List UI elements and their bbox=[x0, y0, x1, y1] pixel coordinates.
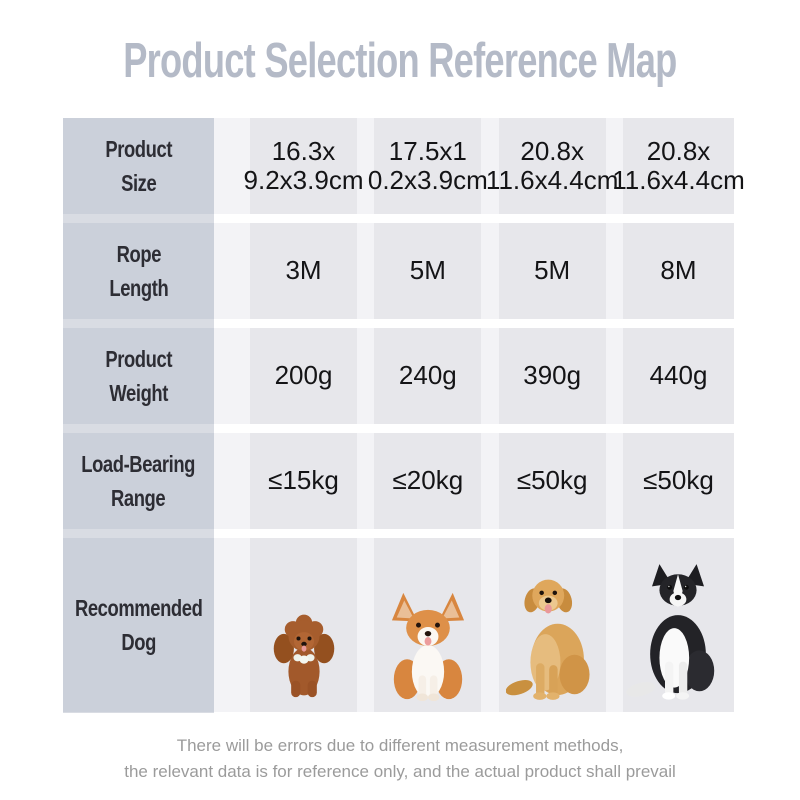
product-weight-value-3: 390g bbox=[498, 328, 606, 424]
dog-cell-4 bbox=[622, 538, 734, 712]
row-header-load-bearing: Load-Bearing Range bbox=[63, 433, 214, 529]
row-header-label: Load-Bearing Range bbox=[81, 450, 196, 512]
page-title: Product Selection Reference Map bbox=[0, 33, 800, 89]
corgi-icon bbox=[391, 592, 464, 702]
table-row-load-bearing: Load-Bearing Range ≤15kg ≤20kg ≤50kg ≤50… bbox=[63, 433, 734, 529]
row-values: ≤15kg ≤20kg ≤50kg ≤50kg bbox=[214, 433, 734, 529]
table-row-product-weight: Product Weight 200g 240g 390g 440g bbox=[63, 328, 734, 424]
row-values: 200g 240g 390g 440g bbox=[214, 328, 734, 424]
load-bearing-value-2: ≤20kg bbox=[374, 433, 482, 529]
product-spec-table: Product Size 16.3x 9.2x3.9cm 17.5x1 0.2x… bbox=[63, 118, 745, 713]
row-header-label: Product Weight bbox=[105, 345, 172, 407]
rope-length-value-1: 3M bbox=[250, 223, 357, 319]
page-title-text: Product Selection Reference Map bbox=[123, 34, 677, 88]
product-size-value-3: 20.8x 11.6x4.4cm bbox=[486, 118, 618, 214]
golden-retriever-icon bbox=[506, 579, 590, 700]
row-header-product-weight: Product Weight bbox=[63, 328, 214, 424]
row-header-label: Product Size bbox=[105, 135, 172, 197]
rope-length-value-4: 8M bbox=[622, 223, 734, 319]
row-header-label: Rope Length bbox=[109, 240, 168, 302]
rope-length-value-3: 5M bbox=[498, 223, 606, 319]
row-values bbox=[214, 538, 734, 712]
dog-cell-3 bbox=[498, 538, 606, 712]
product-weight-value-2: 240g bbox=[374, 328, 482, 424]
row-header-label: Recommended Dog bbox=[74, 594, 203, 656]
toy-poodle-icon bbox=[273, 614, 334, 698]
product-size-value-4: 20.8x 11.6x4.4cm bbox=[612, 118, 745, 214]
footer-disclaimer: There will be errors due to different me… bbox=[0, 733, 800, 786]
table-row-recommended-dog: Recommended Dog bbox=[63, 538, 734, 712]
row-header-rope-length: Rope Length bbox=[63, 223, 214, 319]
footer-disclaimer-line1: There will be errors due to different me… bbox=[176, 736, 624, 755]
product-weight-value-4: 440g bbox=[622, 328, 734, 424]
row-header-product-size: Product Size bbox=[63, 118, 214, 214]
border-collie-icon bbox=[626, 564, 715, 700]
dog-cell-2 bbox=[374, 538, 482, 712]
footer-disclaimer-line2: the relevant data is for reference only,… bbox=[124, 762, 676, 782]
table-row-rope-length: Rope Length 3M 5M 5M 8M bbox=[63, 223, 734, 319]
load-bearing-value-1: ≤15kg bbox=[250, 433, 357, 529]
row-values: 3M 5M 5M 8M bbox=[214, 223, 734, 319]
product-weight-value-1: 200g bbox=[250, 328, 357, 424]
product-size-value-2: 17.5x1 0.2x3.9cm bbox=[368, 118, 488, 214]
row-values: 16.3x 9.2x3.9cm 17.5x1 0.2x3.9cm 20.8x 1… bbox=[214, 118, 745, 214]
load-bearing-value-3: ≤50kg bbox=[498, 433, 606, 529]
table-row-product-size: Product Size 16.3x 9.2x3.9cm 17.5x1 0.2x… bbox=[63, 118, 745, 214]
row-header-recommended-dog: Recommended Dog bbox=[63, 538, 214, 712]
rope-length-value-2: 5M bbox=[374, 223, 482, 319]
product-size-value-1: 16.3x 9.2x3.9cm bbox=[244, 118, 363, 214]
dog-cell-1 bbox=[250, 538, 357, 712]
load-bearing-value-4: ≤50kg bbox=[622, 433, 734, 529]
